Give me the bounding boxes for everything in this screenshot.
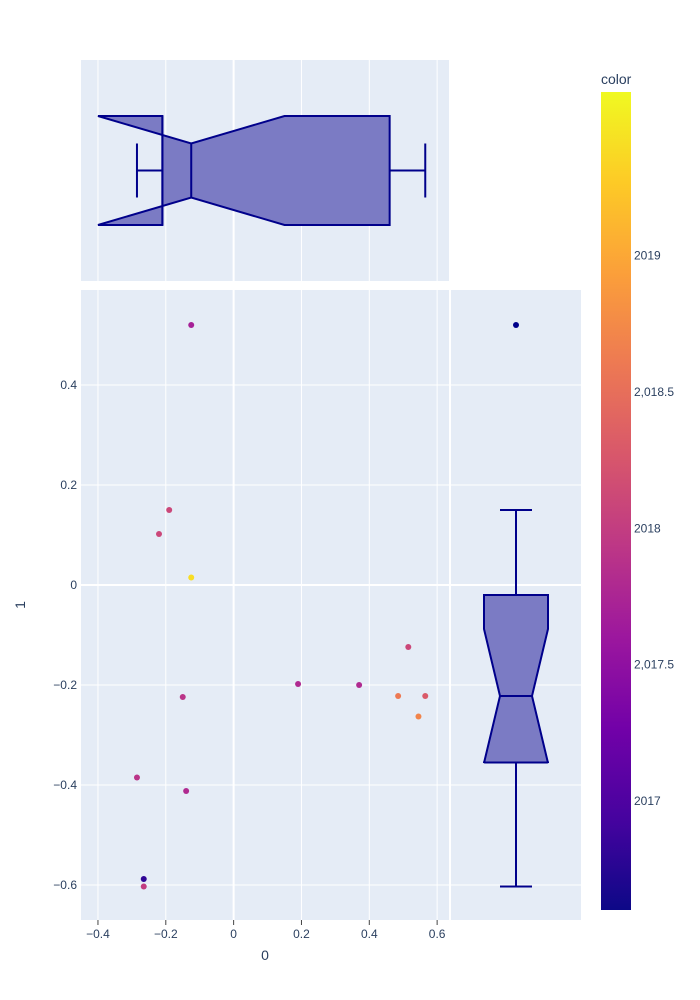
y-tick-label: −0.4 bbox=[53, 778, 77, 792]
colorbar: color 2017 2,017.5 2018 2,018.5 2019 bbox=[601, 71, 674, 910]
scatter-point bbox=[183, 788, 190, 794]
box-body bbox=[483, 594, 549, 764]
x-axis-ticks: −0.4 −0.2 0 0.2 0.4 0.6 bbox=[86, 920, 446, 941]
scatter-point bbox=[156, 531, 163, 537]
y-tick-label: −0.2 bbox=[53, 678, 77, 692]
main-plot-background bbox=[81, 290, 449, 920]
outlier-point bbox=[513, 322, 519, 328]
colorbar-gradient bbox=[601, 92, 631, 910]
main-scatter-panel: −0.4 −0.2 0 0.2 0.4 0.6 −0.6 −0.4 −0.2 0 0.2 0.4 bbox=[53, 290, 449, 941]
marginal-y-box bbox=[483, 322, 549, 888]
y-tick-label: 0.2 bbox=[60, 478, 77, 492]
y-axis-ticks: −0.6 −0.4 −0.2 0 0.2 0.4 bbox=[53, 378, 77, 892]
x-axis-title: 0 bbox=[261, 947, 269, 963]
marginal-x-box-panel bbox=[81, 60, 449, 281]
x-tick-label: 0.6 bbox=[429, 927, 446, 941]
x-tick-label: 0.4 bbox=[361, 927, 378, 941]
y-axis-title: 1 bbox=[12, 601, 28, 609]
scatter-point bbox=[356, 682, 363, 688]
scatter-point bbox=[188, 574, 195, 581]
colorbar-title: color bbox=[601, 71, 632, 87]
marginal-x-box bbox=[97, 115, 427, 226]
scatter-point bbox=[188, 322, 195, 328]
colorbar-tick-label: 2,017.5 bbox=[634, 658, 674, 672]
scatter-point bbox=[422, 693, 429, 699]
colorbar-tick-label: 2018 bbox=[634, 521, 661, 535]
scatter-point bbox=[179, 694, 186, 700]
y-tick-label: −0.6 bbox=[53, 878, 77, 892]
y-tick-label: 0 bbox=[70, 578, 77, 592]
scatter-point bbox=[415, 713, 422, 720]
scatter-point bbox=[405, 644, 412, 650]
colorbar-ticks: 2017 2,017.5 2018 2,018.5 2019 bbox=[634, 249, 674, 808]
scatter-point bbox=[395, 693, 402, 699]
box-body bbox=[97, 115, 391, 226]
colorbar-tick-label: 2017 bbox=[634, 794, 661, 808]
x-tick-label: 0 bbox=[230, 927, 237, 941]
colorbar-tick-label: 2019 bbox=[634, 249, 661, 263]
scatter-point bbox=[295, 681, 302, 687]
y-tick-label: 0.4 bbox=[60, 378, 77, 392]
x-tick-label: −0.4 bbox=[86, 927, 110, 941]
x-tick-label: −0.2 bbox=[154, 927, 178, 941]
scatter-point bbox=[140, 876, 147, 882]
scatter-point bbox=[166, 507, 173, 513]
scatter-point bbox=[140, 883, 147, 890]
scatter-points bbox=[133, 322, 429, 890]
marginal-y-box-panel bbox=[451, 290, 581, 920]
main-gridlines bbox=[81, 290, 449, 920]
colorbar-tick-label: 2,018.5 bbox=[634, 385, 674, 399]
scatter-point bbox=[133, 774, 140, 781]
x-tick-label: 0.2 bbox=[293, 927, 310, 941]
